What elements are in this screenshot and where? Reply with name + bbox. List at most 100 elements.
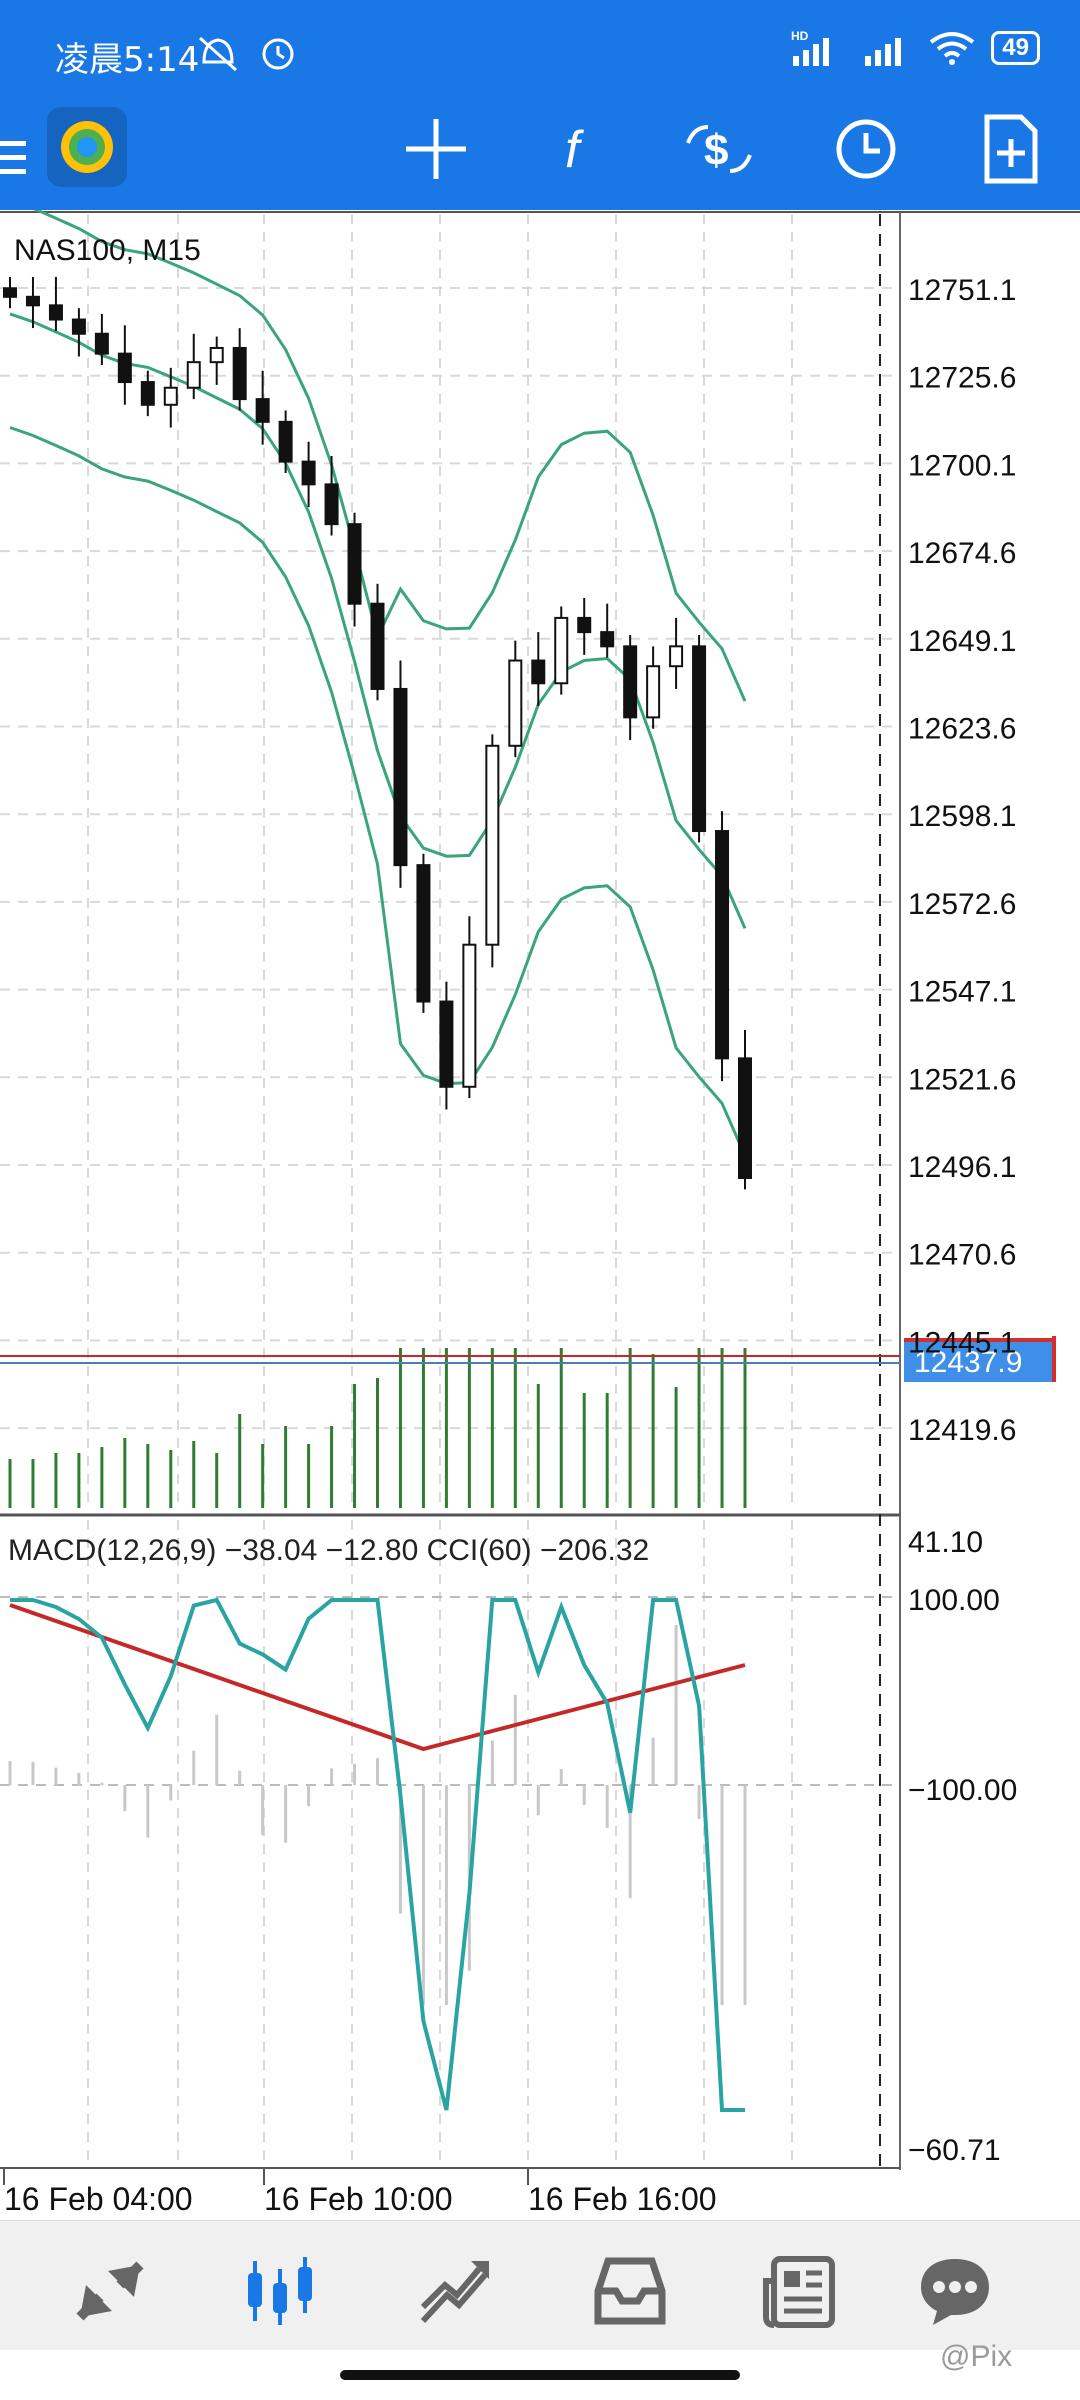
candle-body xyxy=(738,1057,752,1179)
price-tick-label: 12598.1 xyxy=(908,800,1016,833)
candle-body xyxy=(186,361,201,389)
watermark: @Pix xyxy=(940,2340,1013,2373)
menu-icon[interactable] xyxy=(0,127,30,187)
volume-bars xyxy=(8,1348,747,1508)
add-object-icon[interactable] xyxy=(975,111,1047,187)
candle-body xyxy=(646,665,661,719)
candle-body xyxy=(577,616,592,634)
chart-grid xyxy=(0,214,900,2166)
svg-text:HD: HD xyxy=(791,29,809,43)
battery-icon: 49 xyxy=(991,31,1040,65)
price-tick-label: 12445.1 xyxy=(908,1326,1016,1359)
mute-bell-icon xyxy=(199,36,237,72)
candle-body xyxy=(439,1000,454,1088)
candle-body xyxy=(416,864,431,1003)
indicator-tick-label: 41.10 xyxy=(908,1526,983,1559)
wifi-icon xyxy=(930,32,975,65)
candle-body xyxy=(508,659,523,747)
current-price-badge xyxy=(904,1342,1054,1382)
price-tick-label: 12496.1 xyxy=(908,1151,1016,1184)
candle-body xyxy=(462,943,477,1088)
candle-body xyxy=(715,830,730,1060)
candle-body xyxy=(94,332,109,355)
quotes-icon[interactable] xyxy=(70,2251,150,2331)
price-tick-label: 12674.6 xyxy=(908,537,1016,570)
status-bar: 凌晨5:14 HD 49 xyxy=(0,0,1080,105)
indicator-label: MACD(12,26,9) −38.04 −12.80 CCI(60) −206… xyxy=(8,1534,649,1567)
candle-body xyxy=(255,398,270,423)
chart-area[interactable]: 12437.9 NAS100, M15 12751.1 12725.6 12700.… xyxy=(0,198,1080,2220)
price-tick-label: 12470.6 xyxy=(908,1239,1016,1272)
candle-body xyxy=(669,645,684,668)
price-tick-label: 12419.6 xyxy=(908,1414,1016,1447)
cci-line xyxy=(10,1597,745,2112)
candle-body xyxy=(393,687,408,867)
indicator-tick-label: −100.00 xyxy=(908,1774,1017,1807)
candle-body xyxy=(209,346,224,364)
status-icons: HD 49 xyxy=(789,28,1040,68)
macd-signal-line xyxy=(9,1603,746,1752)
candle-body xyxy=(692,645,707,833)
candle-body xyxy=(301,460,316,486)
time-tick-label: 16 Feb 16:00 xyxy=(528,2181,717,2217)
candle-body xyxy=(117,352,132,384)
trade-icon[interactable] xyxy=(415,2251,495,2331)
app-logo[interactable] xyxy=(45,105,129,189)
time-axis: 16 Feb 04:00 16 Feb 10:00 16 Feb 16:00 xyxy=(3,2168,717,2217)
history-icon[interactable] xyxy=(590,2251,670,2331)
timeframe-icon[interactable] xyxy=(830,113,902,185)
candle-body xyxy=(485,744,500,946)
news-icon[interactable] xyxy=(760,2251,840,2331)
price-tick-label: 12751.1 xyxy=(908,274,1016,307)
svg-text:$: $ xyxy=(704,126,728,175)
chat-icon[interactable] xyxy=(915,2251,995,2331)
candle-body xyxy=(48,304,63,321)
candle-body xyxy=(531,659,546,685)
indicator-tick-label: −60.71 xyxy=(908,2134,1001,2167)
candle-body xyxy=(3,287,17,298)
bollinger-mid-line xyxy=(9,312,747,930)
price-tick-label: 12521.6 xyxy=(908,1063,1016,1096)
home-indicator[interactable] xyxy=(340,2370,740,2380)
chart-icon[interactable] xyxy=(240,2251,320,2331)
crosshair-icon[interactable] xyxy=(400,113,472,185)
macd-histogram xyxy=(8,1625,747,2005)
candle-body xyxy=(600,631,615,648)
price-tick-label: 12572.6 xyxy=(908,888,1016,921)
candle-body xyxy=(140,381,155,406)
indicator-axis: 41.10 100.00 −100.00 −60.71 xyxy=(908,1526,1017,2167)
time-tick-label: 16 Feb 10:00 xyxy=(264,2181,453,2217)
svg-text:f: f xyxy=(565,121,584,179)
symbol-label: NAS100, M15 xyxy=(14,234,201,267)
price-chart[interactable]: 12437.9 NAS100, M15 12751.1 12725.6 12700.… xyxy=(0,198,1080,2220)
candle-body xyxy=(25,295,40,307)
current-price-label: 12437.9 xyxy=(914,1346,1022,1379)
chart-toolbar: f $ xyxy=(0,105,1080,210)
candle-body xyxy=(232,346,247,401)
indicators-icon[interactable]: f xyxy=(545,113,617,185)
candle-body xyxy=(71,318,86,335)
hd-signal-icon: HD xyxy=(791,29,830,66)
price-tick-label: 12547.1 xyxy=(908,976,1016,1009)
candle-body xyxy=(347,523,362,605)
price-axis: 12751.1 12725.6 12700.1 12674.6 12649.1 12623… xyxy=(908,274,1016,1447)
candle-body xyxy=(554,616,569,685)
price-tick-label: 12725.6 xyxy=(908,362,1016,395)
status-time: 凌晨5:14 xyxy=(55,40,200,80)
trade-icon[interactable]: $ xyxy=(680,113,760,185)
indicator-tick-label: 100.00 xyxy=(908,1584,1000,1617)
price-tick-label: 12700.1 xyxy=(908,449,1016,482)
bollinger-lower-line xyxy=(9,426,747,1157)
candle-body xyxy=(370,602,385,690)
candle-body xyxy=(278,420,293,463)
bottom-nav xyxy=(0,2220,1080,2350)
candle-body xyxy=(163,386,178,406)
time-tick-label: 16 Feb 04:00 xyxy=(4,2181,193,2217)
price-tick-label: 12623.6 xyxy=(908,713,1016,746)
candle-body xyxy=(324,483,339,526)
signal-icon xyxy=(865,38,902,66)
alarm-icon xyxy=(262,38,294,70)
candle-body xyxy=(623,645,638,719)
candles xyxy=(3,276,752,1190)
price-tick-label: 12649.1 xyxy=(908,625,1016,658)
